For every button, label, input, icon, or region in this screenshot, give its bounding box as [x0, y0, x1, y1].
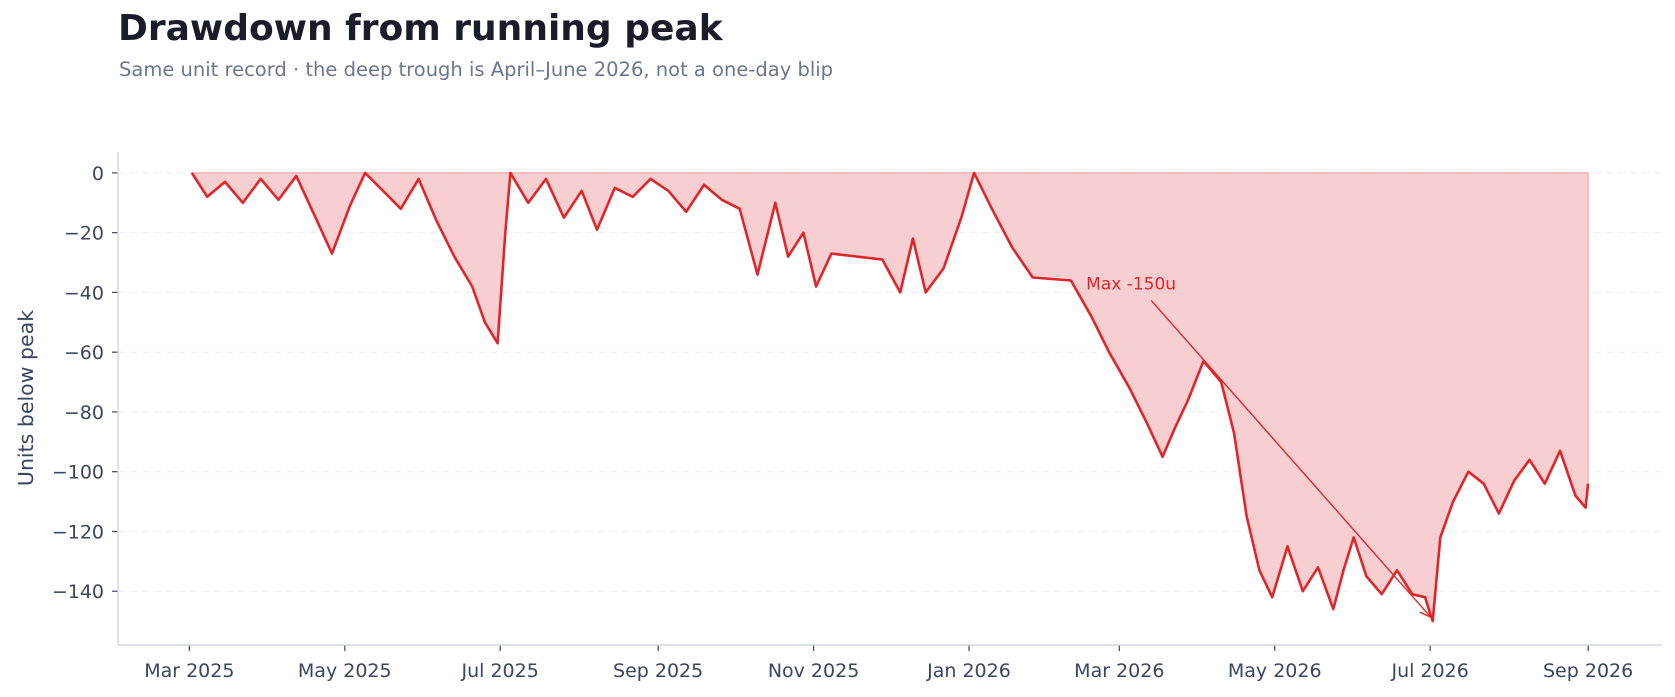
y-tick-label-7: −140 [52, 581, 104, 603]
max-annotation-label: Max -150u [1086, 274, 1176, 294]
x-tick-label-7: May 2026 [1228, 660, 1322, 682]
x-tick-label-6: Mar 2026 [1074, 660, 1164, 682]
annotation: Max -150u [1086, 274, 1432, 619]
x-tick-label-9: Sep 2026 [1543, 660, 1633, 682]
y-tick-label-4: −80 [64, 402, 104, 424]
y-tick-label-5: −100 [52, 462, 104, 484]
axes: 0 −20 −40 −60 −80 −100 −120 −140 Mar 2025 May 202… [52, 152, 1662, 682]
drawdown-area [190, 170, 1589, 622]
drawdown-area-fill [190, 170, 1589, 622]
x-tick-label-0: Mar 2025 [144, 660, 234, 682]
max-annotation-arrow-line [1150, 300, 1432, 618]
drawdown-line [190, 171, 1590, 623]
y-axis-title: Units below peak [14, 310, 38, 486]
y-tick-label-6: −120 [52, 521, 104, 543]
chart-subtitle: Same unit record · the deep trough is Ap… [119, 58, 834, 81]
x-tick-label-5: Jan 2026 [926, 660, 1011, 682]
y-tick-label-3: −60 [64, 342, 104, 364]
x-tick-label-1: May 2025 [298, 660, 392, 682]
x-tick-label-8: Jul 2026 [1390, 660, 1468, 682]
y-tick-label-1: −20 [64, 223, 104, 245]
y-tick-label-2: −40 [64, 282, 104, 304]
drawdown-series-line [190, 171, 1590, 623]
x-tick-label-2: Jul 2025 [461, 660, 539, 682]
y-tick-label-0: 0 [92, 163, 104, 185]
chart-title: Drawdown from running peak [118, 8, 723, 49]
x-tick-label-3: Sep 2025 [613, 660, 703, 682]
max-annotation-arrowhead [1419, 605, 1432, 619]
x-tick-label-4: Nov 2025 [768, 660, 859, 682]
